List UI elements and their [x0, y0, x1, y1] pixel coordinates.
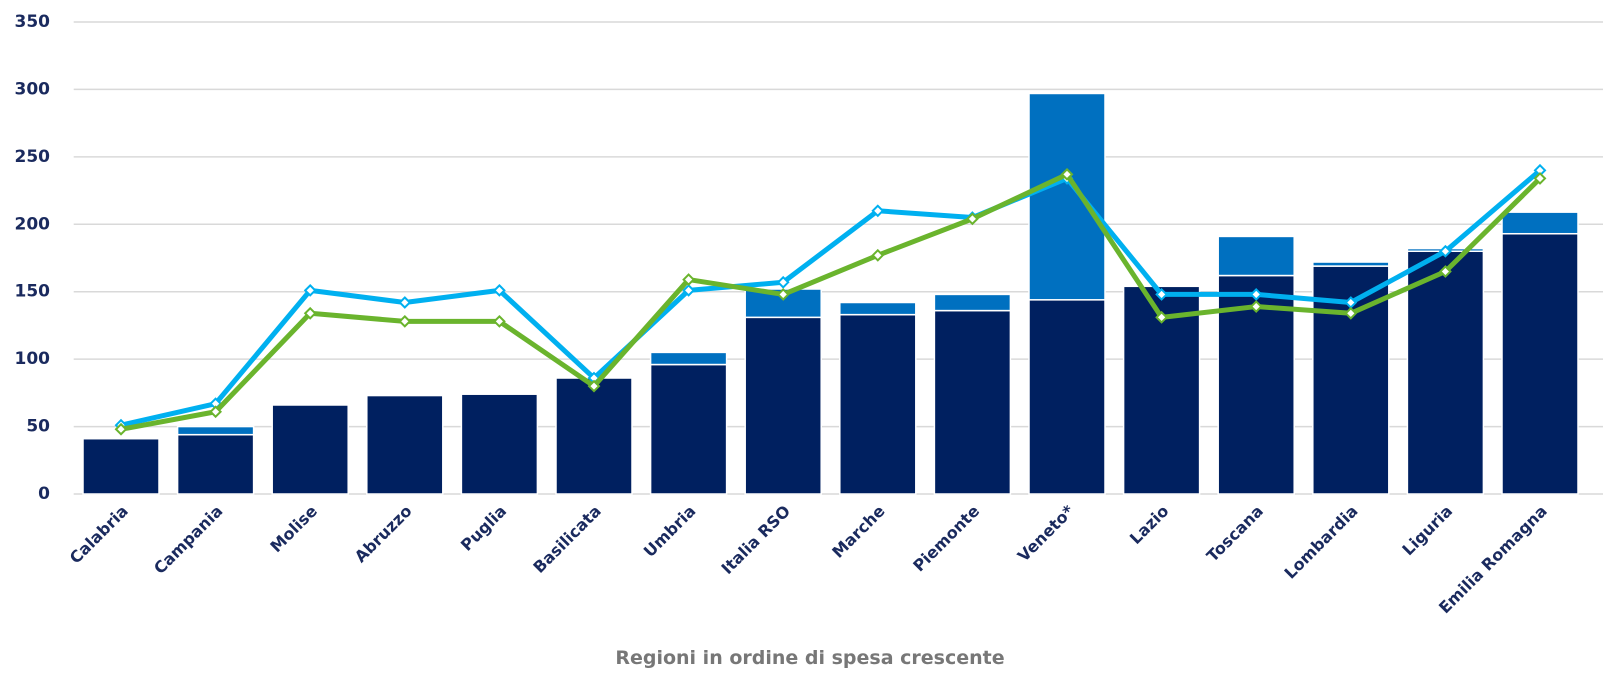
x-tick-label: Umbria: [640, 501, 700, 561]
x-tick-label: Piemonte: [909, 501, 983, 575]
bar-segment: [460, 393, 539, 495]
x-tick-label: Emilia Romagna: [1435, 501, 1551, 617]
x-tick-label: Abruzzo: [351, 501, 416, 566]
line-marker: [492, 314, 506, 328]
bar-segment: [744, 316, 822, 495]
line-marker: [303, 306, 317, 320]
bar-segment: [82, 437, 160, 495]
x-axis-title: Regioni in ordine di spesa crescente: [615, 647, 1004, 669]
bar-segment: [933, 293, 1012, 312]
y-tick-label: 150: [15, 282, 51, 302]
line-marker: [303, 283, 317, 297]
x-tick-label: Campania: [150, 501, 226, 577]
y-tick-label: 300: [15, 79, 51, 99]
line-marker: [587, 379, 601, 393]
x-tick-label: Toscana: [1203, 501, 1267, 565]
bar-segment: [1312, 261, 1390, 267]
bar-segment: [1028, 299, 1106, 495]
bar-segment: [649, 351, 728, 366]
y-tick-label: 0: [38, 484, 50, 504]
y-tick-label: 250: [15, 147, 51, 167]
bar-segment: [649, 363, 728, 495]
line-marker: [1344, 306, 1358, 320]
x-tick-label: Marche: [828, 501, 888, 561]
x-tick-label: Calabria: [66, 501, 132, 567]
line-marker: [114, 422, 128, 436]
line-marker: [776, 275, 790, 289]
x-tick-label: Lazio: [1126, 501, 1173, 548]
line-marker: [1438, 244, 1452, 258]
y-tick-label: 350: [15, 12, 51, 32]
line-marker: [398, 314, 412, 328]
line-marker: [1155, 310, 1169, 324]
line-marker: [1060, 167, 1074, 181]
bar-segment: [176, 433, 255, 495]
bar-segment: [839, 313, 917, 495]
x-tick-label: Veneto*: [1014, 501, 1079, 566]
x-tick-label: Puglia: [457, 501, 510, 554]
bar-segment: [1406, 250, 1485, 495]
line: [120, 168, 1542, 428]
bar-segment: [1028, 92, 1106, 301]
bar-segment: [933, 309, 1012, 495]
x-tick-label: Liguria: [1398, 501, 1456, 559]
x-tick-label: Italia RSO: [718, 501, 795, 578]
y-tick-label: 100: [15, 349, 51, 369]
x-tick-label: Basilicata: [529, 501, 604, 576]
bar-segment: [366, 394, 444, 495]
line-marker: [1155, 287, 1169, 301]
x-tick-label: Lombardia: [1280, 501, 1361, 582]
line-marker: [1533, 172, 1547, 185]
bar-segment: [839, 301, 917, 316]
line-marker: [871, 204, 885, 218]
line-marker: [209, 405, 223, 419]
bar-segment: [1501, 232, 1579, 495]
bar-segment: [555, 377, 633, 495]
y-tick-label: 200: [15, 214, 51, 234]
line-marker: [492, 283, 506, 297]
bar-segment: [1501, 211, 1579, 235]
bar-segment: [176, 425, 255, 436]
line-marker: [776, 287, 790, 301]
x-tick-label: Molise: [266, 501, 321, 556]
line-marker: [398, 296, 412, 309]
bar-segment: [1217, 235, 1295, 277]
line-marker: [871, 248, 885, 262]
line: [120, 171, 1542, 432]
line-marker: [1249, 287, 1263, 301]
line-marker: [682, 283, 696, 297]
bar-segment: [271, 404, 349, 495]
line-marker: [1438, 265, 1452, 278]
line-marker: [1249, 300, 1263, 313]
y-tick-label: 50: [26, 417, 50, 437]
line-marker: [682, 273, 696, 286]
line-marker: [965, 212, 979, 226]
